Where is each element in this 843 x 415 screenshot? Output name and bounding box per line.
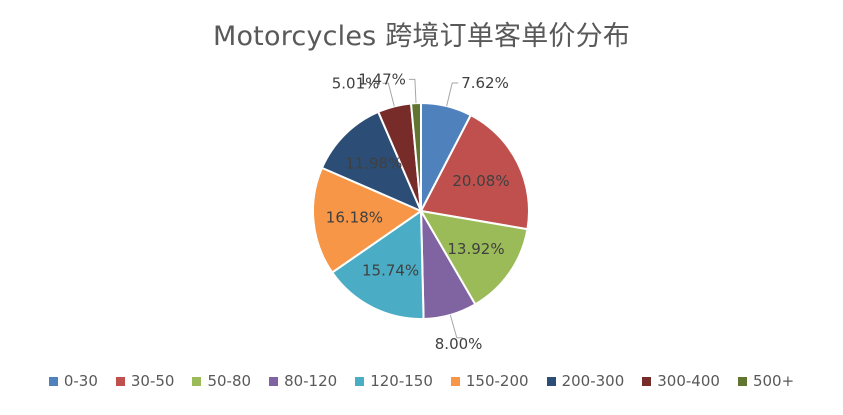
legend-label: 500+ xyxy=(752,372,795,390)
chart-legend: 0-30 30-50 50-80 80-120 120-150 150-200 200-30… xyxy=(0,372,843,390)
leader-line-0-30 xyxy=(446,82,459,107)
legend-swatch xyxy=(48,376,58,386)
legend-item-500+: 500+ xyxy=(737,372,795,390)
legend-swatch xyxy=(269,376,279,386)
legend-swatch xyxy=(737,376,747,386)
legend-label: 300-400 xyxy=(657,372,720,390)
data-label-50-80: 13.92% xyxy=(447,240,504,258)
legend-swatch xyxy=(546,376,556,386)
legend-item-50-80: 50-80 xyxy=(192,372,251,390)
legend-item-150-200: 150-200 xyxy=(450,372,529,390)
legend-swatch xyxy=(355,376,365,386)
legend-item-120-150: 120-150 xyxy=(355,372,433,390)
legend-label: 150-200 xyxy=(465,372,529,390)
pie-slice-30-50 xyxy=(419,113,530,231)
legend-swatch xyxy=(450,376,460,386)
chart-title: Motorcycles 跨境订单客单价分布 xyxy=(212,21,631,52)
data-label-30-50: 20.08% xyxy=(452,172,509,190)
pie-slice-50-80 xyxy=(419,209,529,306)
leader-line-80-120 xyxy=(449,314,463,339)
legend-item-80-120: 80-120 xyxy=(269,372,337,390)
data-label-120-150: 15.74% xyxy=(362,262,419,280)
data-label-80-120: 8.00% xyxy=(435,335,483,353)
legend-label: 0-30 xyxy=(63,372,98,390)
data-label-150-200: 16.18% xyxy=(326,209,383,227)
legend-item-30-50: 30-50 xyxy=(115,372,175,390)
leader-line-500+ xyxy=(408,78,417,104)
legend-item-0-30: 0-30 xyxy=(48,372,98,390)
data-label-200-300: 11.98% xyxy=(345,155,402,173)
legend-swatch xyxy=(115,376,125,386)
pie-slice-150-200 xyxy=(312,166,424,274)
legend-swatch xyxy=(642,376,652,386)
legend-swatch xyxy=(192,376,202,386)
legend-item-300-400: 300-400 xyxy=(642,372,720,390)
pie-slice-200-300 xyxy=(320,110,423,213)
legend-label: 80-120 xyxy=(284,372,338,390)
legend-label: 30-50 xyxy=(130,372,175,390)
pie-slice-120-150 xyxy=(330,209,425,320)
legend-item-200-300: 200-300 xyxy=(546,372,625,390)
data-label-300-400: 5.01% xyxy=(332,74,380,92)
data-label-500+: 1.47% xyxy=(358,70,406,88)
legend-label: 200-300 xyxy=(561,372,625,390)
legend-label: 120-150 xyxy=(370,372,433,390)
data-label-0-30: 7.62% xyxy=(461,74,509,92)
pie-slice-500+ xyxy=(409,101,422,212)
leader-line-300-400 xyxy=(382,82,395,107)
legend-label: 50-80 xyxy=(207,372,252,390)
